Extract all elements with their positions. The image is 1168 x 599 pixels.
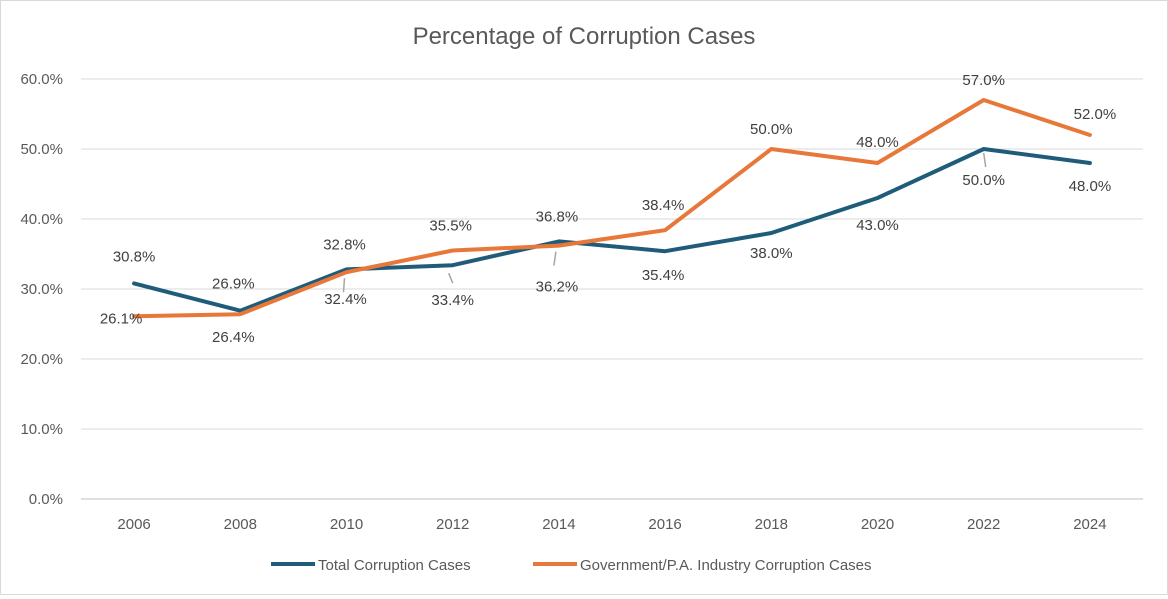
gridlines xyxy=(81,78,1143,500)
data-label: 38.4% xyxy=(642,197,685,214)
legend: Total Corruption Cases Government/P.A. I… xyxy=(271,557,872,574)
data-labels: 30.8% 26.9% 32.8% 33.4% 36.8% 35.4% 38.0% 43.0%… xyxy=(100,72,1116,346)
data-label: 33.4% xyxy=(431,292,474,309)
y-tick-label: 10.0% xyxy=(20,421,63,438)
data-label: 48.0% xyxy=(1069,178,1112,195)
data-label: 32.4% xyxy=(324,291,367,308)
x-tick-label: 2012 xyxy=(436,516,469,533)
data-label: 26.9% xyxy=(212,276,255,293)
data-label: 50.0% xyxy=(750,121,793,138)
y-tick-label: 20.0% xyxy=(20,351,63,368)
data-label: 36.2% xyxy=(536,279,579,296)
series-line-government xyxy=(132,98,1092,319)
label-leader-line xyxy=(342,278,346,293)
y-tick-label: 50.0% xyxy=(20,141,63,158)
data-label: 26.1% xyxy=(100,310,143,327)
data-label: 43.0% xyxy=(856,217,899,234)
legend-label-total: Total Corruption Cases xyxy=(318,557,471,574)
chart-title: Percentage of Corruption Cases xyxy=(413,23,756,50)
legend-item-government[interactable]: Government/P.A. Industry Corruption Case… xyxy=(533,557,872,574)
y-tick-label: 0.0% xyxy=(29,491,63,508)
y-tick-label: 30.0% xyxy=(20,281,63,298)
data-label: 48.0% xyxy=(856,134,899,151)
y-tick-label: 60.0% xyxy=(20,71,63,88)
series-line-total xyxy=(132,147,1092,313)
label-leader-line xyxy=(553,251,557,266)
data-label: 32.8% xyxy=(323,236,366,253)
x-tick-label: 2014 xyxy=(542,516,575,533)
data-label: 52.0% xyxy=(1074,106,1117,123)
data-label: 50.0% xyxy=(962,172,1005,189)
x-tick-label: 2010 xyxy=(330,516,363,533)
x-tick-label: 2024 xyxy=(1073,516,1106,533)
x-tick-label: 2016 xyxy=(648,516,681,533)
data-label: 36.8% xyxy=(536,208,579,225)
data-label: 35.5% xyxy=(429,218,472,235)
y-axis-ticks: 0.0% 10.0% 20.0% 30.0% 40.0% 50.0% 60.0% xyxy=(20,71,63,508)
label-leader-line xyxy=(448,272,454,284)
label-leader-line xyxy=(982,152,987,168)
legend-item-total[interactable]: Total Corruption Cases xyxy=(271,557,471,574)
x-axis-ticks: 2006 2008 2010 2012 2014 2016 2018 2020 2022 2024 xyxy=(117,516,1106,533)
y-tick-label: 40.0% xyxy=(20,211,63,228)
x-tick-label: 2008 xyxy=(224,516,257,533)
x-tick-label: 2018 xyxy=(755,516,788,533)
series-lines xyxy=(132,98,1092,319)
x-tick-label: 2006 xyxy=(117,516,150,533)
data-label: 38.0% xyxy=(750,245,793,262)
data-label: 57.0% xyxy=(962,72,1005,89)
x-tick-label: 2020 xyxy=(861,516,894,533)
data-label: 35.4% xyxy=(642,267,685,284)
legend-label-government: Government/P.A. Industry Corruption Case… xyxy=(580,557,872,574)
data-label: 26.4% xyxy=(212,329,255,346)
data-label: 30.8% xyxy=(113,248,156,265)
x-tick-label: 2022 xyxy=(967,516,1000,533)
